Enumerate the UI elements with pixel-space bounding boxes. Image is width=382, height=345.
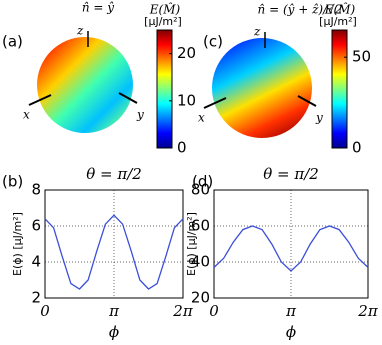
data-line	[213, 225, 369, 272]
x-tick-label: π	[285, 302, 297, 320]
panel-label: (a)	[2, 33, 23, 51]
x-tick-label: 0	[40, 302, 50, 320]
axis-label: z	[253, 25, 261, 39]
colorbar	[156, 29, 173, 149]
sphere-title: n̂ = ŷ	[82, 1, 114, 15]
colorbar-tick-label: 0	[177, 139, 187, 157]
y-axis-label: E(ϕ) [μJ/m²]	[185, 212, 198, 276]
sphere-title: n̂ = (ŷ + ẑ)/√2	[258, 3, 343, 17]
y-tick-label: 40	[191, 253, 210, 271]
plot-frame	[213, 189, 369, 299]
y-tick-label: 2	[31, 289, 41, 307]
axis-label: x	[23, 108, 30, 122]
colorbar-tick-label: 20	[177, 44, 196, 62]
colorbar-label: E(M̂)	[324, 1, 356, 16]
axis-label: x	[198, 111, 205, 125]
y-axis-label: E(ϕ) [μJ/m²]	[11, 212, 24, 276]
sphere	[37, 37, 133, 133]
axis-arrow	[203, 97, 227, 109]
y-tick-label: 4	[31, 253, 41, 271]
x-axis-label: ϕ	[286, 323, 296, 341]
axis-label: y	[136, 108, 144, 122]
colorbar-unit: [μJ/m²]	[319, 15, 357, 28]
y-tick-label: 6	[31, 217, 41, 235]
colorbar-tick-label: 0	[352, 139, 362, 157]
chart-title: θ = π/2	[86, 165, 142, 183]
sphere	[212, 38, 312, 138]
axis-arrow	[297, 95, 317, 107]
y-tick-label: 60	[191, 217, 210, 235]
x-axis-label: ϕ	[109, 323, 119, 341]
panel-label: (c)	[203, 33, 223, 51]
axis-label: z	[76, 24, 84, 38]
chart-title: θ = π/2	[263, 165, 319, 183]
colorbar	[331, 29, 348, 149]
y-tick-label: 80	[191, 181, 210, 199]
panel-label: (b)	[2, 173, 23, 191]
colorbar-unit: [μJ/m²]	[144, 15, 182, 28]
data-line	[44, 214, 184, 290]
x-tick-label: 2π	[172, 302, 194, 320]
x-tick-label: π	[108, 302, 120, 320]
axis-arrow	[118, 92, 138, 104]
axis-arrow	[28, 94, 52, 106]
plot-frame	[44, 189, 184, 299]
y-tick-label: 20	[191, 289, 210, 307]
panel-label: (d)	[192, 173, 213, 191]
y-tick-label: 8	[31, 181, 41, 199]
colorbar-tick-label: 50	[352, 48, 371, 66]
colorbar-label: E(M̂)	[149, 1, 181, 16]
x-tick-label: 0	[209, 302, 219, 320]
x-tick-label: 2π	[357, 302, 379, 320]
axis-label: y	[315, 111, 323, 125]
colorbar-tick-label: 10	[177, 91, 196, 109]
